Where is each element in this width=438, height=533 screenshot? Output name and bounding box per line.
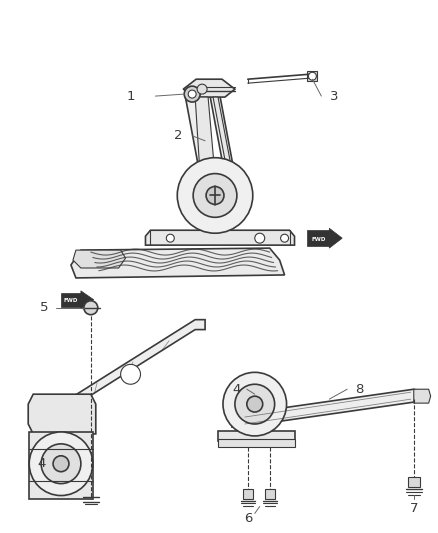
Text: FWD: FWD [64, 298, 78, 303]
Text: 4: 4 [37, 457, 45, 470]
Circle shape [255, 233, 265, 243]
Text: FWD: FWD [311, 237, 325, 241]
Circle shape [184, 86, 200, 102]
Circle shape [41, 444, 81, 483]
Polygon shape [145, 230, 294, 245]
Polygon shape [218, 439, 294, 447]
Text: 7: 7 [410, 502, 418, 515]
Polygon shape [61, 293, 81, 307]
Text: 5: 5 [40, 301, 48, 314]
Circle shape [247, 396, 263, 412]
Polygon shape [210, 96, 235, 175]
Text: 3: 3 [330, 90, 339, 102]
Polygon shape [73, 250, 126, 268]
Polygon shape [307, 71, 318, 81]
Polygon shape [183, 79, 235, 97]
Polygon shape [71, 248, 285, 278]
Text: 2: 2 [174, 130, 183, 142]
Polygon shape [414, 389, 431, 403]
Circle shape [308, 72, 316, 80]
Polygon shape [195, 97, 215, 175]
Polygon shape [265, 489, 275, 498]
Circle shape [281, 234, 289, 242]
Polygon shape [408, 477, 420, 487]
Circle shape [166, 234, 174, 242]
Polygon shape [81, 291, 94, 309]
Polygon shape [232, 389, 424, 427]
Circle shape [29, 432, 93, 496]
Polygon shape [329, 228, 342, 248]
Polygon shape [28, 394, 96, 434]
Circle shape [235, 384, 275, 424]
Circle shape [120, 365, 141, 384]
Circle shape [193, 174, 237, 217]
Circle shape [84, 301, 98, 314]
Polygon shape [218, 431, 294, 441]
Polygon shape [307, 230, 329, 246]
Polygon shape [243, 489, 253, 498]
Polygon shape [29, 432, 93, 498]
Circle shape [206, 187, 224, 204]
Polygon shape [213, 97, 233, 175]
Text: 6: 6 [244, 512, 252, 525]
Circle shape [177, 158, 253, 233]
Text: 8: 8 [355, 383, 363, 395]
Circle shape [223, 373, 286, 436]
Text: 4: 4 [233, 383, 241, 395]
Text: 1: 1 [126, 90, 135, 102]
Polygon shape [185, 96, 210, 175]
Polygon shape [49, 320, 205, 419]
Circle shape [197, 84, 207, 94]
Circle shape [53, 456, 69, 472]
Circle shape [188, 90, 196, 98]
